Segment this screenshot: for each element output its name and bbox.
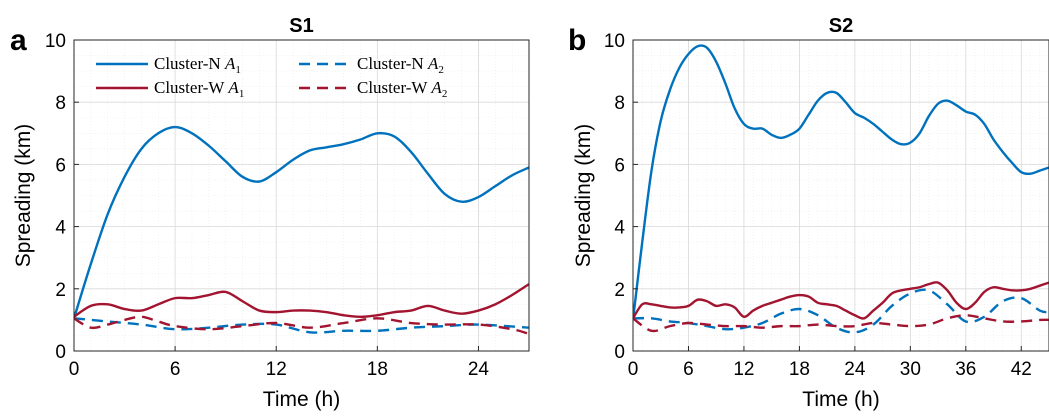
x-tick-label: 12	[733, 359, 754, 380]
series-lines	[633, 44, 1049, 334]
grid	[633, 40, 1049, 351]
y-tick-label: 8	[614, 93, 625, 114]
y-tick-label: 10	[45, 31, 66, 52]
x-tick-label: 30	[900, 359, 921, 380]
grid	[74, 40, 529, 351]
legend: Cluster-N A1 Cluster-N A2 Cluster-W A1 Clus…	[96, 54, 447, 100]
x-tick-label: 12	[266, 359, 287, 380]
x-tick-label: 18	[367, 359, 388, 380]
series-lines	[74, 125, 529, 336]
x-tick-label: 6	[683, 359, 694, 380]
y-tick-label: 10	[604, 31, 625, 52]
plot-frame	[632, 39, 1049, 352]
series-line-3	[633, 314, 1049, 333]
chart-title: S2	[829, 15, 853, 37]
y-tick-label: 6	[55, 155, 66, 176]
series-line-0	[74, 125, 529, 319]
y-tick-label: 2	[614, 280, 625, 301]
series-line-1	[633, 288, 1049, 334]
x-tick-label: 6	[170, 359, 181, 380]
legend-label: Cluster-W A2	[357, 78, 447, 100]
x-axis-label: Time (h)	[802, 388, 879, 411]
x-tick-label: 42	[1011, 359, 1032, 380]
y-tick-label: 4	[55, 218, 66, 239]
series-line-0	[633, 44, 1049, 321]
series-line-2	[633, 281, 1049, 320]
panel-label: a	[10, 24, 27, 57]
y-axis-label: Spreading (km)	[12, 124, 35, 268]
y-tick-label: 8	[55, 93, 66, 114]
series-line-3	[74, 315, 529, 336]
panel-label: b	[568, 24, 586, 57]
series-line-1	[74, 317, 529, 334]
legend-label: Cluster-N A1	[154, 54, 241, 76]
x-axis-label: Time (h)	[263, 388, 340, 411]
x-tick-label: 24	[844, 359, 866, 380]
x-tick-label: 18	[789, 359, 810, 380]
y-axis-label: Spreading (km)	[572, 124, 595, 268]
x-tick-label: 0	[628, 359, 639, 380]
series-line-2	[74, 283, 529, 318]
y-tick-label: 4	[614, 218, 625, 239]
y-tick-label: 0	[55, 342, 66, 363]
plot-frame	[73, 39, 530, 352]
y-tick-label: 0	[614, 342, 625, 363]
y-tick-label: 2	[55, 280, 66, 301]
legend-label: Cluster-W A1	[154, 78, 244, 100]
x-tick-label: 0	[69, 359, 80, 380]
legend-label: Cluster-N A2	[357, 54, 444, 76]
x-tick-label: 36	[955, 359, 976, 380]
y-tick-label: 6	[614, 155, 625, 176]
x-tick-label: 24	[468, 359, 490, 380]
chart-title: S1	[289, 15, 313, 37]
